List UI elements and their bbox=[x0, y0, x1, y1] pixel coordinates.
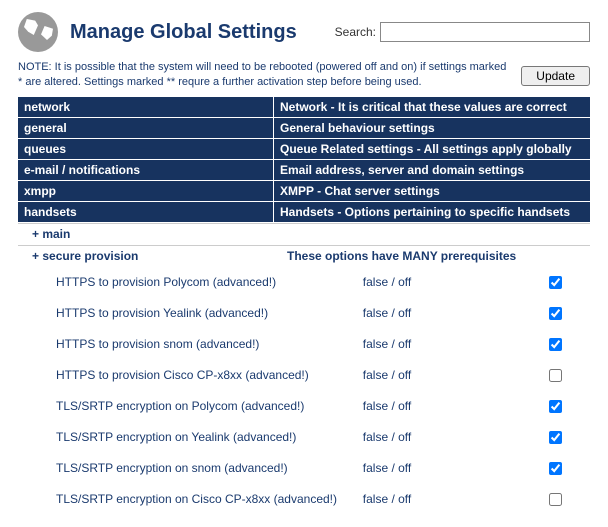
option-row: TLS/SRTP encryption on snom (advanced!)f… bbox=[18, 453, 590, 484]
option-checkbox[interactable] bbox=[549, 307, 562, 320]
option-checkbox[interactable] bbox=[549, 276, 562, 289]
update-button[interactable]: Update bbox=[521, 66, 590, 86]
option-value: false / off bbox=[359, 484, 542, 515]
category-desc: XMPP - Chat server settings bbox=[273, 181, 590, 201]
option-value: false / off bbox=[359, 267, 542, 298]
subsection-main-label: + main bbox=[18, 223, 590, 244]
option-checkbox[interactable] bbox=[549, 462, 562, 475]
option-value: false / off bbox=[359, 298, 542, 329]
category-row[interactable]: networkNetwork - It is critical that the… bbox=[18, 97, 590, 117]
reboot-note: NOTE: It is possible that the system wil… bbox=[18, 60, 511, 90]
search-label: Search: bbox=[335, 25, 376, 39]
category-desc: General behaviour settings bbox=[273, 118, 590, 138]
option-checkbox[interactable] bbox=[549, 369, 562, 382]
subsection-main[interactable]: + main bbox=[18, 223, 590, 244]
category-row[interactable]: queuesQueue Related settings - All setti… bbox=[18, 139, 590, 159]
options-table: HTTPS to provision Polycom (advanced!)fa… bbox=[18, 267, 590, 515]
option-value: false / off bbox=[359, 329, 542, 360]
category-desc: Queue Related settings - All settings ap… bbox=[273, 139, 590, 159]
option-value: false / off bbox=[359, 453, 542, 484]
option-row: TLS/SRTP encryption on Cisco CP-x8xx (ad… bbox=[18, 484, 590, 515]
category-row[interactable]: e-mail / notificationsEmail address, ser… bbox=[18, 160, 590, 180]
category-name: handsets bbox=[18, 202, 273, 222]
category-name: general bbox=[18, 118, 273, 138]
category-desc: Email address, server and domain setting… bbox=[273, 160, 590, 180]
categories-table: networkNetwork - It is critical that the… bbox=[18, 96, 590, 267]
category-desc: Handsets - Options pertaining to specifi… bbox=[273, 202, 590, 222]
option-checkbox[interactable] bbox=[549, 493, 562, 506]
subsection-secure-desc: These options have MANY prerequisites bbox=[273, 245, 590, 266]
option-value: false / off bbox=[359, 422, 542, 453]
option-row: HTTPS to provision Polycom (advanced!)fa… bbox=[18, 267, 590, 298]
category-name: xmpp bbox=[18, 181, 273, 201]
option-name: TLS/SRTP encryption on Yealink (advanced… bbox=[18, 422, 359, 453]
option-row: HTTPS to provision Yealink (advanced!)fa… bbox=[18, 298, 590, 329]
category-name: queues bbox=[18, 139, 273, 159]
category-row[interactable]: generalGeneral behaviour settings bbox=[18, 118, 590, 138]
category-name: network bbox=[18, 97, 273, 117]
search-input[interactable] bbox=[380, 22, 590, 42]
option-name: TLS/SRTP encryption on Cisco CP-x8xx (ad… bbox=[18, 484, 359, 515]
option-value: false / off bbox=[359, 360, 542, 391]
option-value: false / off bbox=[359, 391, 542, 422]
option-row: TLS/SRTP encryption on Yealink (advanced… bbox=[18, 422, 590, 453]
note-row: NOTE: It is possible that the system wil… bbox=[18, 60, 590, 90]
subsection-secure[interactable]: + secure provisionThese options have MAN… bbox=[18, 245, 590, 266]
category-desc: Network - It is critical that these valu… bbox=[273, 97, 590, 117]
category-row[interactable]: handsetsHandsets - Options pertaining to… bbox=[18, 202, 590, 222]
option-name: HTTPS to provision snom (advanced!) bbox=[18, 329, 359, 360]
option-checkbox[interactable] bbox=[549, 400, 562, 413]
option-checkbox[interactable] bbox=[549, 338, 562, 351]
option-name: TLS/SRTP encryption on snom (advanced!) bbox=[18, 453, 359, 484]
option-name: HTTPS to provision Cisco CP-x8xx (advanc… bbox=[18, 360, 359, 391]
category-row[interactable]: xmppXMPP - Chat server settings bbox=[18, 181, 590, 201]
option-name: HTTPS to provision Polycom (advanced!) bbox=[18, 267, 359, 298]
option-name: HTTPS to provision Yealink (advanced!) bbox=[18, 298, 359, 329]
option-row: HTTPS to provision Cisco CP-x8xx (advanc… bbox=[18, 360, 590, 391]
page-title: Manage Global Settings bbox=[70, 21, 335, 44]
subsection-secure-label: + secure provision bbox=[18, 245, 273, 266]
category-name: e-mail / notifications bbox=[18, 160, 273, 180]
globe-icon bbox=[18, 12, 58, 52]
option-row: HTTPS to provision snom (advanced!)false… bbox=[18, 329, 590, 360]
search: Search: bbox=[335, 22, 590, 42]
header: Manage Global Settings Search: bbox=[18, 12, 590, 52]
option-name: TLS/SRTP encryption on Polycom (advanced… bbox=[18, 391, 359, 422]
option-checkbox[interactable] bbox=[549, 431, 562, 444]
option-row: TLS/SRTP encryption on Polycom (advanced… bbox=[18, 391, 590, 422]
